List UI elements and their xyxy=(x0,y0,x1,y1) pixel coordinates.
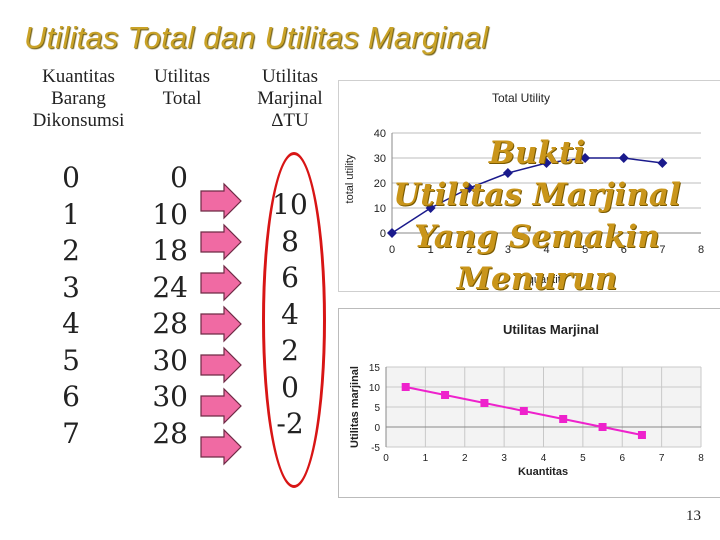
overlay-caption: Bukti Utilitas Marjinal Yang Semakin Men… xyxy=(392,132,682,300)
header-total-line: Total xyxy=(162,88,202,109)
header-total: Utilitas Total xyxy=(140,66,224,110)
x-tick-label: 0 xyxy=(389,244,395,256)
total-utility-cell: 30 xyxy=(152,343,188,377)
overlay-line: Bukti xyxy=(488,135,586,171)
total-utility-cell: 28 xyxy=(152,416,188,450)
total-utility-cell: 24 xyxy=(152,270,188,304)
y-tick-label: 20 xyxy=(374,178,386,190)
quantity-cell: 6 xyxy=(62,380,80,413)
quantity-cell: 2 xyxy=(62,234,80,267)
header-marginal-line: Utilitas xyxy=(262,66,318,87)
header-marginal: Utilitas Marjinal ΔTU xyxy=(240,66,340,132)
data-point xyxy=(519,407,528,415)
quantity-cell: 4 xyxy=(62,307,80,340)
data-point xyxy=(502,168,513,178)
y-tick-label: 30 xyxy=(374,153,386,165)
x-tick-label: 8 xyxy=(698,453,704,464)
total-utility-cell: 30 xyxy=(152,380,188,413)
arrow-icon xyxy=(200,428,242,466)
total-utility-column: 0 10 18 24 28 30 30 28 xyxy=(112,160,188,452)
quantity-cell: 1 xyxy=(62,197,80,231)
x-tick-label: 7 xyxy=(659,244,665,256)
marginal-utility-chart: -5 0 5 10 15 0 1 2 3 4 5 6 7 8 Utilitas Marjinal Kuanti… xyxy=(338,308,720,498)
data-point xyxy=(657,158,668,168)
x-tick-label: 6 xyxy=(621,244,627,256)
quantity-cell: 7 xyxy=(62,416,80,450)
x-tick-label: 3 xyxy=(505,244,511,256)
x-axis-label: quantity xyxy=(528,274,567,286)
data-point xyxy=(618,153,629,163)
data-point xyxy=(425,203,436,213)
y-tick-label: 40 xyxy=(374,128,386,140)
data-point xyxy=(559,415,568,423)
quantity-cell: 3 xyxy=(62,270,80,304)
data-point xyxy=(541,158,552,168)
x-tick-label: 7 xyxy=(659,453,665,464)
marginal-highlight-oval xyxy=(262,152,326,488)
total-utility-cell: 28 xyxy=(152,307,188,340)
data-point xyxy=(464,183,475,193)
y-tick-label: 5 xyxy=(374,403,380,414)
arrows-group xyxy=(200,182,242,466)
overlay-line: Utilitas Marjinal xyxy=(393,177,681,213)
quantity-cell: 0 xyxy=(62,161,80,194)
x-tick-label: 3 xyxy=(501,453,507,464)
data-point xyxy=(598,423,607,431)
data-point xyxy=(387,228,397,238)
arrow-icon xyxy=(200,264,242,302)
page-number: 13 xyxy=(686,508,701,524)
x-tick-label: 6 xyxy=(619,453,625,464)
header-marginal-line: Marjinal xyxy=(257,88,323,109)
total-utility-cell: 18 xyxy=(152,234,188,267)
arrow-icon xyxy=(200,182,242,220)
y-tick-label: 10 xyxy=(374,203,386,215)
header-quantity-line: Dikonsumsi xyxy=(32,110,125,131)
x-tick-label: 1 xyxy=(423,453,429,464)
y-tick-label: 10 xyxy=(369,383,381,394)
x-tick-label: 2 xyxy=(466,244,472,256)
x-tick-label: 4 xyxy=(543,244,549,256)
header-marginal-line: ΔTU xyxy=(271,110,309,131)
data-point xyxy=(401,383,410,391)
data-point xyxy=(637,431,646,439)
header-quantity: Kuantitas Barang Dikonsumsi xyxy=(16,66,141,132)
chart-title: Utilitas Marjinal xyxy=(503,322,599,337)
header-total-line: Utilitas xyxy=(154,66,210,87)
x-tick-label: 5 xyxy=(580,453,586,464)
arrow-icon xyxy=(200,305,242,343)
x-tick-label: 5 xyxy=(582,244,588,256)
y-axis-label: Utilitas marjinal xyxy=(349,366,361,448)
data-point xyxy=(580,153,591,163)
x-tick-label: 1 xyxy=(428,244,434,256)
overlay-line: Yang Semakin xyxy=(414,219,660,255)
arrow-icon xyxy=(200,346,242,384)
series-line xyxy=(391,157,663,234)
data-point xyxy=(480,399,489,407)
x-tick-label: 0 xyxy=(383,453,389,464)
arrow-icon xyxy=(200,387,242,425)
slide-title: Utilitas Total dan Utilitas Marginal xyxy=(24,20,489,55)
chart-title: Total Utility xyxy=(492,91,550,105)
header-quantity-line: Kuantitas xyxy=(42,66,115,87)
x-tick-label: 8 xyxy=(698,244,704,256)
x-axis-label: Kuantitas xyxy=(518,466,568,478)
data-point xyxy=(441,391,450,399)
total-utility-cell: 0 xyxy=(170,161,188,194)
x-tick-label: 2 xyxy=(462,453,468,464)
y-tick-label: 0 xyxy=(380,228,386,240)
y-axis-label: total utility xyxy=(344,154,356,203)
header-quantity-line: Barang xyxy=(51,88,106,109)
y-tick-label: 15 xyxy=(369,363,381,374)
y-tick-label: -5 xyxy=(371,443,380,454)
quantity-cell: 5 xyxy=(62,343,80,377)
arrow-icon xyxy=(200,223,242,261)
overlay-line: Menurun xyxy=(456,261,618,297)
y-tick-label: 0 xyxy=(374,423,380,434)
total-utility-chart: 0 10 20 30 40 0 1 2 3 4 5 6 7 8 Total Utility quantity t… xyxy=(338,80,720,292)
total-utility-chart-svg: 0 10 20 30 40 0 1 2 3 4 5 6 7 8 Total Utility quantity t… xyxy=(344,91,704,286)
total-utility-cell: 10 xyxy=(152,197,188,231)
x-tick-label: 4 xyxy=(541,453,547,464)
